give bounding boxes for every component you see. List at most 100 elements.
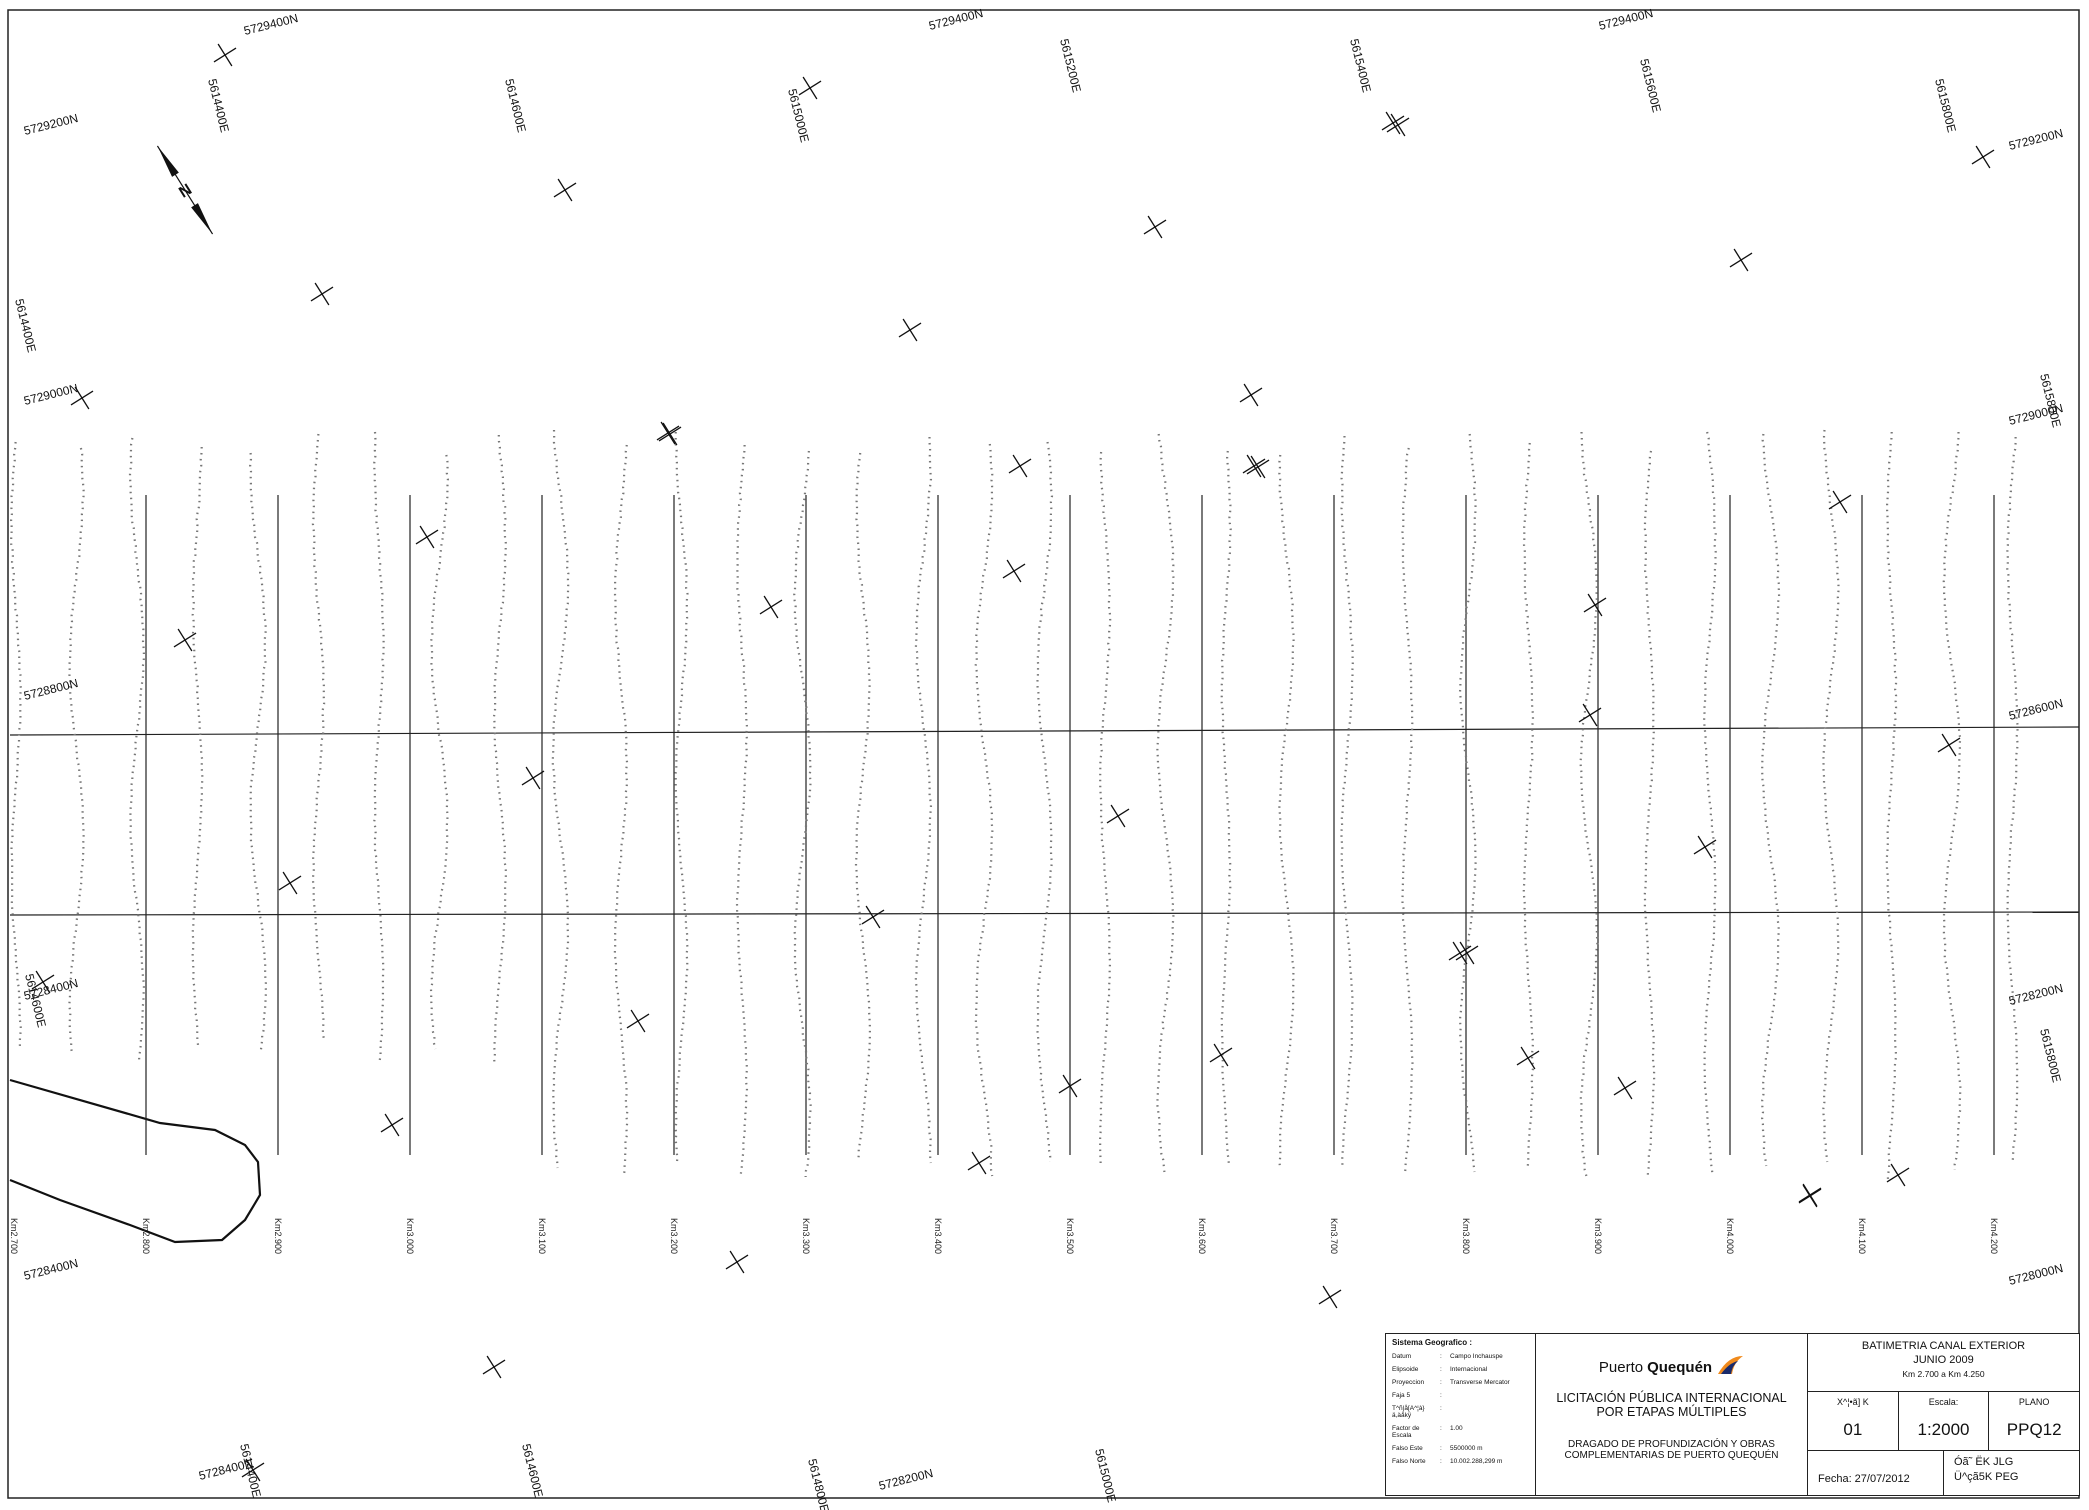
chainage-label: Km3.600 — [1197, 1218, 1207, 1254]
title-block: Sistema Geografico : Datum: Campo Inchaus… — [1385, 1333, 2080, 1496]
grid-cross — [31, 970, 55, 994]
puerto-quequen-logo: Puerto Quequén — [1599, 1354, 1744, 1376]
chainage-label: Km4.200 — [1989, 1218, 1999, 1254]
grid-cross — [626, 1009, 650, 1033]
geo-row-colon: : — [1440, 1458, 1442, 1465]
grid-cross — [1386, 113, 1410, 137]
grid-cross — [1583, 593, 1607, 617]
geo-row: Datum: Campo Inchauspe — [1392, 1353, 1529, 1360]
sounding-profile — [1036, 441, 1054, 1163]
sounding-profile — [248, 452, 268, 1054]
geo-system-header: Sistema Geografico : — [1392, 1338, 1473, 1347]
geo-row-colon: : — [1440, 1425, 1442, 1432]
geo-row: T^ñ|å[A^¦à}ä,àåkÿ: — [1392, 1405, 1529, 1419]
sounding-profile — [793, 450, 812, 1178]
grid-cross — [1318, 1285, 1342, 1309]
geo-row-value: 10.002.288,299 m — [1450, 1458, 1503, 1465]
geo-row-key: Falso Norte — [1392, 1458, 1426, 1465]
sheet-cell: X^¦•ã] K 01 — [1808, 1392, 1899, 1450]
geo-row-value: Internacional — [1450, 1366, 1488, 1373]
geo-row-key: Elipsoide — [1392, 1366, 1419, 1373]
geo-row: Elipsoide: Internacional — [1392, 1366, 1529, 1373]
chainage-label: Km3.100 — [537, 1218, 547, 1254]
grid-cross — [861, 905, 885, 929]
sheet-value: 01 — [1843, 1420, 1863, 1439]
chainage-label: Km3.900 — [1593, 1218, 1603, 1254]
grid-cross — [1693, 835, 1717, 859]
grid-cross — [1008, 454, 1032, 478]
fecha: Fecha: 27/07/2012 — [1808, 1451, 1944, 1495]
grid-cross — [1246, 455, 1270, 479]
plan-title-date: JUNIO 2009 — [1913, 1354, 1974, 1366]
grid-cross — [1448, 941, 1472, 965]
plan-title: BATIMETRIA CANAL EXTERIOR JUNIO 2009 Km … — [1808, 1334, 2079, 1392]
chainage-label: Km2.700 — [9, 1218, 19, 1254]
geo-row: Falso Este: 5500000 m — [1392, 1445, 1529, 1452]
geo-row: Proyeccion: Transverse Mercator — [1392, 1379, 1529, 1386]
revision-codes: Óã˜ ËK JLG Ü^çã5K PEG — [1944, 1451, 2079, 1495]
grid-cross — [898, 318, 922, 342]
grid-cross — [380, 1113, 404, 1137]
grid-cross — [70, 386, 94, 410]
scale-label: Escala: — [1928, 1397, 1959, 1407]
sounding-profile — [1156, 433, 1175, 1173]
grid-cross — [1613, 1076, 1637, 1100]
plano-label: PLANO — [2018, 1397, 2050, 1407]
grid-cross — [278, 871, 302, 895]
grid-cross — [1729, 248, 1753, 272]
grid-cross — [1239, 383, 1263, 407]
grid-cross — [798, 76, 822, 100]
plan-title-main: BATIMETRIA CANAL EXTERIOR — [1861, 1340, 2026, 1352]
grid-cross — [1242, 454, 1266, 478]
sounding-profile — [1278, 454, 1295, 1170]
scale-value: 1:2000 — [1917, 1420, 1970, 1439]
grid-cross — [1381, 111, 1405, 135]
geo-system-panel: Sistema Geografico : Datum: Campo Inchaus… — [1386, 1334, 1536, 1495]
logo-text-bold: Quequén — [1647, 1359, 1713, 1376]
chainage-label: Km2.900 — [273, 1218, 283, 1254]
map-frame — [7, 9, 2080, 1499]
grid-cross — [1106, 804, 1130, 828]
grid-cross — [1578, 703, 1602, 727]
grid-cross — [1002, 559, 1026, 583]
geo-row-value: Transverse Mercator — [1450, 1379, 1510, 1386]
geo-row-key: Factor de Escala — [1392, 1425, 1420, 1439]
logo-text-light: Puerto — [1598, 1359, 1644, 1376]
grid-cross — [521, 766, 545, 790]
grid-cross — [241, 1458, 265, 1482]
channel-edge-line — [9, 911, 2080, 916]
chainage-label: Km4.000 — [1725, 1218, 1735, 1254]
project-panel: Puerto Quequén LICITACIÓN PÚBLICA INTERNA… — [1536, 1334, 1808, 1495]
sounding-profile — [1942, 432, 1962, 1170]
grid-cross — [1971, 145, 1995, 169]
chainage-label: Km2.800 — [141, 1218, 151, 1254]
plan-title-range: Km 2.700 a Km 4.250 — [1902, 1369, 1985, 1379]
grid-cross — [1516, 1046, 1540, 1070]
grid-cross — [1798, 1183, 1822, 1207]
grid-cross — [1209, 1043, 1233, 1067]
grid-cross — [415, 525, 439, 549]
chainage-label: Km3.200 — [669, 1218, 679, 1254]
scale-cell: Escala: 1:2000 — [1899, 1392, 1990, 1450]
sounding-profile — [1702, 431, 1717, 1177]
sounding-profile — [372, 431, 385, 1063]
geo-row: Falso Norte: 10.002.288,299 m — [1392, 1458, 1529, 1465]
geo-row-colon: : — [1440, 1392, 1442, 1399]
geo-row-colon: : — [1440, 1353, 1442, 1360]
geo-row-key: Falso Este — [1392, 1445, 1423, 1452]
grid-cross — [482, 1355, 506, 1379]
geo-row-colon: : — [1440, 1366, 1442, 1373]
plan-info-panel: BATIMETRIA CANAL EXTERIOR JUNIO 2009 Km … — [1808, 1334, 2079, 1495]
grid-crosses — [31, 43, 1995, 1482]
breakwater-outline — [9, 1078, 262, 1244]
chainage-label: Km3.000 — [405, 1218, 415, 1254]
code-line-2: Ü^çã5K PEG — [1954, 1471, 2019, 1483]
cross-sections — [145, 495, 1995, 1155]
grid-cross — [1143, 215, 1167, 239]
geo-row-colon: : — [1440, 1445, 1442, 1452]
grid-cross — [310, 282, 334, 306]
chainage-label: Km3.700 — [1329, 1218, 1339, 1254]
geo-row-colon: : — [1440, 1405, 1442, 1412]
geo-row-key: T^ñ|å[A^¦à}ä,àåkÿ — [1392, 1405, 1425, 1419]
